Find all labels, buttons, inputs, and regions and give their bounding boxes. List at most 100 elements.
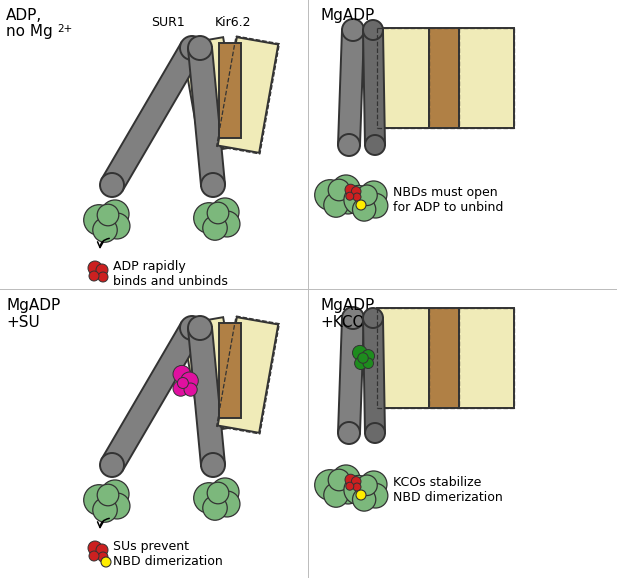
Polygon shape — [218, 317, 278, 433]
Circle shape — [101, 557, 111, 567]
Circle shape — [178, 377, 188, 388]
Polygon shape — [188, 47, 225, 186]
Circle shape — [98, 552, 108, 562]
Text: SUs prevent
NBD dimerization: SUs prevent NBD dimerization — [113, 540, 223, 568]
Polygon shape — [219, 323, 241, 417]
Circle shape — [101, 480, 129, 508]
Circle shape — [357, 475, 377, 495]
Circle shape — [346, 482, 354, 490]
FancyBboxPatch shape — [429, 28, 459, 128]
Circle shape — [365, 423, 385, 443]
Circle shape — [98, 272, 108, 282]
Circle shape — [335, 188, 361, 214]
Text: ADP,: ADP, — [6, 8, 42, 23]
FancyBboxPatch shape — [377, 308, 429, 408]
Circle shape — [201, 453, 225, 477]
Text: MgADP
+KCO: MgADP +KCO — [320, 298, 375, 331]
Circle shape — [188, 36, 212, 60]
Circle shape — [203, 216, 227, 240]
Circle shape — [194, 203, 225, 234]
FancyBboxPatch shape — [459, 308, 514, 408]
Circle shape — [338, 134, 360, 156]
Circle shape — [332, 175, 360, 203]
Circle shape — [184, 383, 197, 396]
Text: MgADP
+SU: MgADP +SU — [6, 298, 60, 331]
Circle shape — [97, 204, 119, 226]
Circle shape — [352, 488, 376, 511]
Circle shape — [365, 135, 385, 155]
Circle shape — [96, 264, 108, 276]
Circle shape — [356, 490, 366, 500]
Polygon shape — [218, 37, 278, 153]
Circle shape — [363, 20, 383, 40]
Text: KCOs stabilize
NBD dimerization: KCOs stabilize NBD dimerization — [393, 476, 503, 504]
Polygon shape — [188, 327, 225, 466]
Circle shape — [358, 353, 368, 363]
Text: 2+: 2+ — [57, 24, 72, 34]
Circle shape — [203, 496, 227, 520]
Circle shape — [328, 179, 350, 201]
Circle shape — [207, 202, 229, 224]
Circle shape — [93, 498, 117, 523]
Circle shape — [180, 316, 204, 340]
Circle shape — [104, 493, 130, 519]
Circle shape — [328, 469, 350, 491]
Circle shape — [363, 483, 388, 508]
Text: SUR1: SUR1 — [151, 16, 185, 29]
Circle shape — [101, 200, 129, 228]
Polygon shape — [363, 318, 385, 433]
Circle shape — [345, 184, 356, 195]
Circle shape — [96, 544, 108, 556]
Polygon shape — [363, 30, 385, 145]
Circle shape — [355, 357, 367, 369]
Polygon shape — [102, 322, 202, 471]
Circle shape — [214, 491, 240, 517]
Text: NBDs must open
for ADP to unbind: NBDs must open for ADP to unbind — [393, 186, 503, 214]
Circle shape — [352, 198, 376, 221]
Circle shape — [363, 358, 373, 369]
Circle shape — [97, 484, 119, 506]
Circle shape — [207, 482, 229, 504]
Circle shape — [89, 551, 99, 561]
Circle shape — [188, 316, 212, 340]
Circle shape — [338, 422, 360, 444]
Circle shape — [214, 211, 240, 237]
Circle shape — [324, 192, 348, 217]
Text: Kir6.2: Kir6.2 — [215, 16, 251, 29]
Circle shape — [352, 477, 361, 486]
Text: MgADP: MgADP — [320, 8, 375, 23]
FancyBboxPatch shape — [377, 28, 429, 128]
Polygon shape — [338, 29, 364, 146]
Circle shape — [88, 261, 102, 275]
Circle shape — [211, 478, 239, 506]
FancyBboxPatch shape — [429, 308, 459, 408]
Circle shape — [315, 470, 346, 501]
Circle shape — [194, 483, 225, 513]
FancyBboxPatch shape — [459, 28, 514, 128]
Polygon shape — [182, 317, 242, 433]
Circle shape — [332, 465, 360, 493]
Circle shape — [353, 483, 361, 491]
Circle shape — [360, 181, 387, 208]
Circle shape — [353, 193, 361, 201]
Polygon shape — [102, 42, 202, 191]
Circle shape — [344, 476, 373, 505]
Circle shape — [363, 308, 383, 328]
Circle shape — [324, 483, 348, 507]
Circle shape — [88, 541, 102, 555]
Circle shape — [211, 198, 239, 226]
Text: no Mg: no Mg — [6, 24, 52, 39]
Circle shape — [360, 471, 387, 498]
Circle shape — [201, 173, 225, 197]
Circle shape — [346, 192, 354, 200]
Circle shape — [344, 186, 373, 214]
Circle shape — [345, 474, 356, 486]
Circle shape — [181, 372, 198, 390]
Circle shape — [357, 185, 377, 206]
Circle shape — [342, 307, 364, 329]
Circle shape — [173, 381, 188, 396]
Circle shape — [352, 187, 361, 196]
Circle shape — [84, 485, 114, 516]
Circle shape — [335, 478, 361, 504]
Circle shape — [342, 19, 364, 41]
